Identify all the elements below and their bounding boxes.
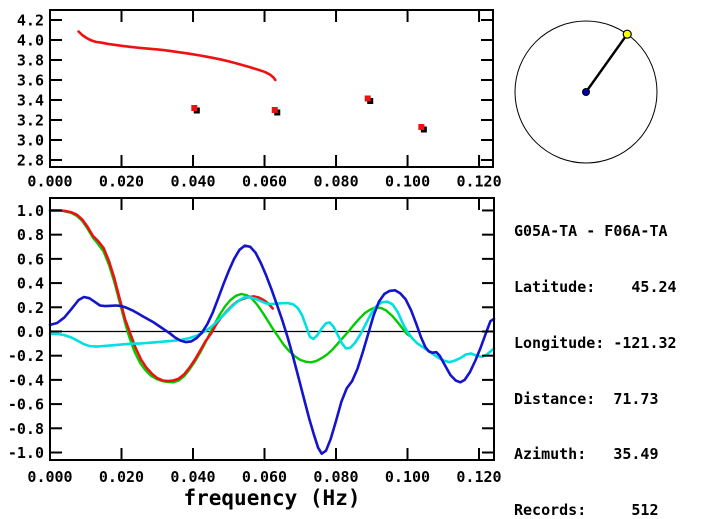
y-tick-label: 0.2	[17, 299, 44, 317]
y-tick-label: -0.8	[8, 420, 44, 438]
station-pair-info: G05A-TA - F06A-TA Latitude: 45.24 Longit…	[514, 185, 677, 519]
cross-correlation-panel: 0.000 0.020 0.040 0.060 0.080 0.100 0.120 -1.0 -…	[8, 197, 502, 510]
azimuth-circle	[514, 20, 658, 164]
y-tick-label: 4.2	[17, 12, 44, 30]
y-tick-label: -0.2	[8, 347, 44, 365]
station-center-dot	[582, 88, 590, 96]
y-tick-label: 3.4	[17, 92, 44, 110]
x-tick-label: 0.040	[170, 173, 215, 191]
distance-line: Distance: 71.73	[514, 389, 659, 408]
y-tick-label: 3.0	[17, 132, 44, 150]
station-pair-title: G05A-TA - F06A-TA	[514, 222, 668, 241]
dispersion-frame	[49, 9, 494, 168]
y-tick-label: 4.0	[17, 32, 44, 50]
picked-velocity-points-marker	[364, 95, 371, 102]
x-tick-label: 0.080	[313, 173, 358, 191]
y-tick-label: 3.6	[17, 72, 44, 90]
x-axis-title: frequency (Hz)	[183, 486, 360, 510]
x-tick-label: 0.080	[313, 468, 358, 486]
y-tick-label: 0.6	[17, 250, 44, 268]
x-tick-label: 0.100	[385, 173, 430, 191]
cross-correlation-frame	[49, 197, 495, 461]
stacked-correlation-blue-curve	[48, 244, 496, 456]
dispersion-panel: 0.000 0.020 0.040 0.060 0.080 0.100 0.120 2.8 3.…	[17, 9, 502, 191]
latitude-line: Latitude: 45.24	[514, 277, 677, 296]
azimuth-line	[585, 33, 629, 93]
y-tick-label: 0.0	[17, 323, 44, 341]
azimuth-endpoint-dot	[622, 29, 632, 39]
x-tick-label: 0.020	[99, 468, 144, 486]
x-tick-label: 0.000	[27, 468, 72, 486]
y-tick-label: -1.0	[8, 444, 44, 462]
x-tick-label: 0.100	[385, 468, 430, 486]
longitude-line: Longitude: -121.32	[514, 333, 677, 352]
coherence-green-curve	[48, 209, 411, 384]
y-tick-label: -0.4	[8, 371, 44, 389]
picked-velocity-points-marker	[271, 107, 278, 113]
x-tick-label: 0.040	[170, 468, 215, 486]
x-tick-label: 0.060	[242, 173, 287, 191]
x-tick-label: 0.120	[456, 468, 501, 486]
x-tick-label: 0.120	[456, 173, 501, 191]
picked-velocity-points-marker	[418, 124, 425, 130]
y-tick-label: 0.4	[17, 275, 44, 293]
y-tick-label: 3.8	[17, 52, 44, 70]
picked-velocity-points-marker	[191, 105, 198, 111]
component-cyan-curve	[48, 295, 496, 364]
y-tick-label: -0.6	[8, 396, 44, 414]
y-tick-label: 1.0	[17, 202, 44, 220]
x-tick-label: 0.060	[242, 468, 287, 486]
azimuth-line: Azimuth: 35.49	[514, 445, 659, 464]
y-tick-label: 3.2	[17, 112, 44, 130]
phase-velocity-curve-curve	[77, 30, 277, 82]
y-tick-label: 2.8	[17, 152, 44, 170]
x-tick-label: 0.020	[99, 173, 144, 191]
records-line: Records: 512	[514, 501, 659, 519]
x-tick-label: 0.000	[27, 173, 72, 191]
y-tick-label: 0.8	[17, 226, 44, 244]
azimuth-indicator	[514, 20, 658, 164]
